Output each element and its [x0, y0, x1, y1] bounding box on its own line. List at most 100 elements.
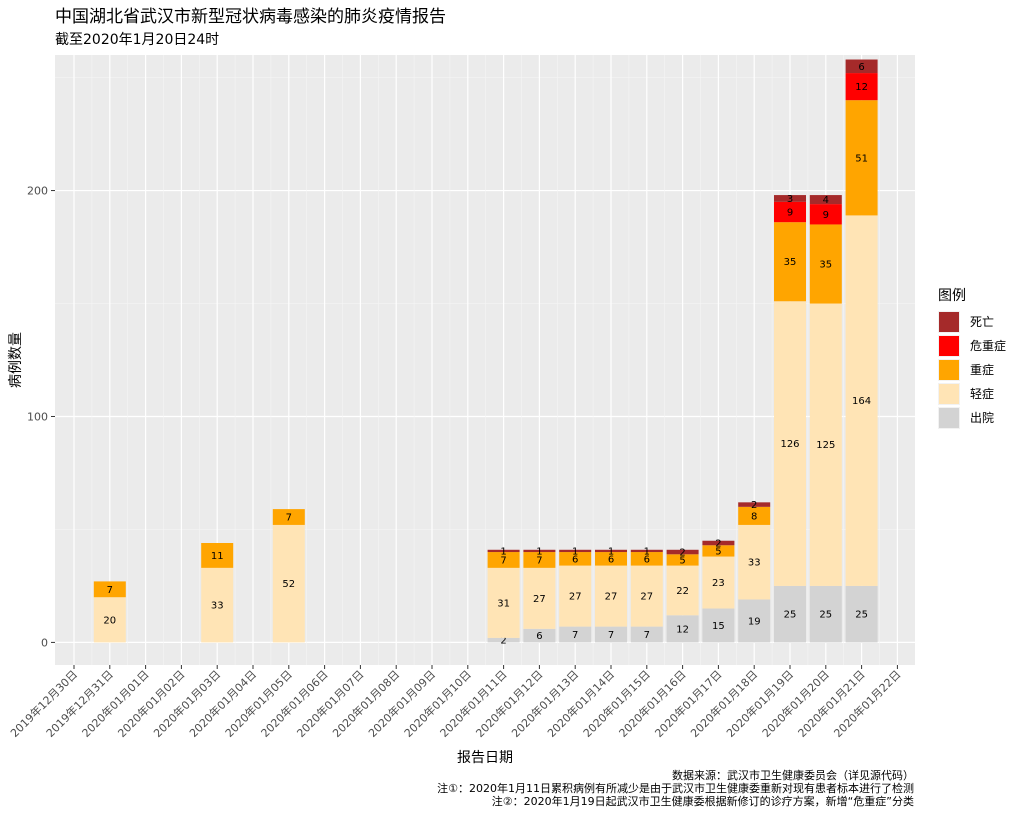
- bar-segment: [93, 581, 126, 598]
- bar-segment: [595, 552, 627, 566]
- legend-entry: 轻症: [970, 386, 994, 401]
- data-label: 6: [644, 554, 650, 565]
- legend-entry: 危重症: [970, 338, 1006, 353]
- data-label: 1: [536, 546, 542, 557]
- x-tick-label: 2020年01月22日: [831, 667, 904, 740]
- data-label: 35: [784, 257, 797, 268]
- bar-segment: [738, 599, 771, 643]
- bar-segment: [666, 549, 699, 555]
- bar-segment: [702, 540, 735, 546]
- data-label: 6: [858, 62, 864, 73]
- data-label: 19: [748, 616, 761, 627]
- bar-segment: [845, 59, 878, 74]
- x-tick-label: 2020年01月10日: [401, 667, 474, 740]
- bar-segment: [272, 509, 305, 525]
- bar-segment: [809, 204, 842, 225]
- bar-segment: [666, 615, 699, 643]
- bar-segment: [666, 565, 699, 616]
- bar-segment: [523, 549, 556, 553]
- data-label: 7: [608, 630, 614, 641]
- x-tick-label: 2020年01月11日: [437, 667, 510, 740]
- legend-entry: 死亡: [970, 315, 994, 329]
- data-label: 11: [211, 551, 224, 562]
- bar-segment: [201, 543, 234, 568]
- legend-title: 图例: [938, 288, 966, 304]
- bar-segment: [487, 637, 520, 643]
- x-tick-label: 2020年01月12日: [473, 667, 546, 740]
- data-label: 164: [852, 396, 871, 407]
- data-label: 22: [676, 586, 689, 597]
- x-tick-label: 2020年01月07日: [294, 667, 367, 740]
- data-label: 27: [605, 592, 618, 603]
- bar-segment: [702, 608, 735, 643]
- x-tick-label: 2020年01月04日: [186, 667, 259, 740]
- bar-segment: [702, 556, 735, 609]
- x-tick-label: 2020年01月13日: [508, 667, 581, 740]
- data-label: 27: [640, 592, 653, 603]
- bar-segment: [738, 524, 771, 600]
- y-tick-label: 100: [27, 410, 48, 423]
- bar-segment: [774, 585, 806, 643]
- bar-segment: [630, 565, 663, 627]
- legend-swatch: [939, 384, 959, 404]
- legend-entry: 重症: [970, 362, 994, 377]
- data-label: 6: [536, 631, 542, 642]
- data-label: 126: [780, 439, 799, 450]
- data-label: 33: [748, 558, 761, 569]
- x-tick-label: 2020年01月06日: [258, 667, 331, 740]
- data-label: 2: [679, 548, 685, 559]
- x-tick-label: 2020年01月14日: [544, 667, 617, 740]
- note-source: 数据来源：武汉市卫生健康委员会（详见源代码）: [672, 769, 914, 782]
- bar-segment: [487, 567, 520, 638]
- data-label: 1: [500, 546, 506, 557]
- bar-segment: [523, 567, 556, 629]
- data-label: 25: [855, 610, 868, 621]
- x-tick-label: 2020年01月18日: [687, 667, 760, 740]
- bar-segment: [487, 549, 520, 553]
- legend-swatch: [939, 312, 959, 332]
- bar-segment: [845, 215, 878, 586]
- bar-segment: [630, 549, 663, 553]
- data-label: 31: [497, 598, 510, 609]
- plot-area: 2073311527231716277172761727617276112225…: [55, 55, 915, 665]
- data-label: 7: [572, 630, 578, 641]
- y-tick-label: 200: [27, 185, 48, 198]
- bar-segment: [487, 552, 520, 568]
- bar-segment: [630, 626, 663, 643]
- data-label: 52: [282, 579, 295, 590]
- data-label: 2: [751, 500, 757, 511]
- bar-segment: [774, 301, 806, 586]
- data-label: 33: [211, 601, 224, 612]
- note-1: 注①：2020年1月11日累积病例有所减少是由于武汉市卫生健康委重新对现有患者标…: [437, 782, 914, 795]
- legend-swatch: [939, 408, 959, 428]
- data-label: 5: [679, 555, 685, 566]
- data-label: 7: [107, 585, 113, 596]
- x-tick-label: 2020年01月21日: [795, 667, 868, 740]
- legend-swatch: [939, 336, 959, 356]
- data-label: 9: [787, 208, 793, 219]
- bar-segment: [738, 506, 771, 525]
- bar-segment: [630, 552, 663, 566]
- data-label: 9: [823, 210, 829, 221]
- y-tick-label: 0: [41, 636, 48, 649]
- bar-segment: [774, 195, 806, 202]
- x-tick-label: 2020年01月20日: [759, 667, 832, 740]
- bar-segment: [201, 567, 234, 643]
- data-label: 7: [286, 513, 292, 524]
- data-label: 51: [855, 153, 868, 164]
- data-label: 12: [855, 82, 868, 93]
- bar-segment: [738, 502, 771, 507]
- note-2: 注②：2020年1月19日起武汉市卫生健康委根据新修订的诊疗方案，新增“危重症”…: [491, 795, 914, 808]
- bar-segment: [666, 554, 699, 566]
- data-label: 20: [103, 615, 116, 626]
- bar-segment: [809, 585, 842, 643]
- x-tick-label: 2019年12月30日: [7, 667, 80, 740]
- bar-segment: [702, 545, 735, 557]
- bar-segment: [559, 552, 592, 566]
- data-label: 35: [819, 259, 832, 270]
- bar-segment: [845, 100, 878, 216]
- x-tick-label: 2019年12月31日: [43, 667, 116, 740]
- data-label: 125: [816, 440, 835, 451]
- data-label: 4: [823, 195, 829, 206]
